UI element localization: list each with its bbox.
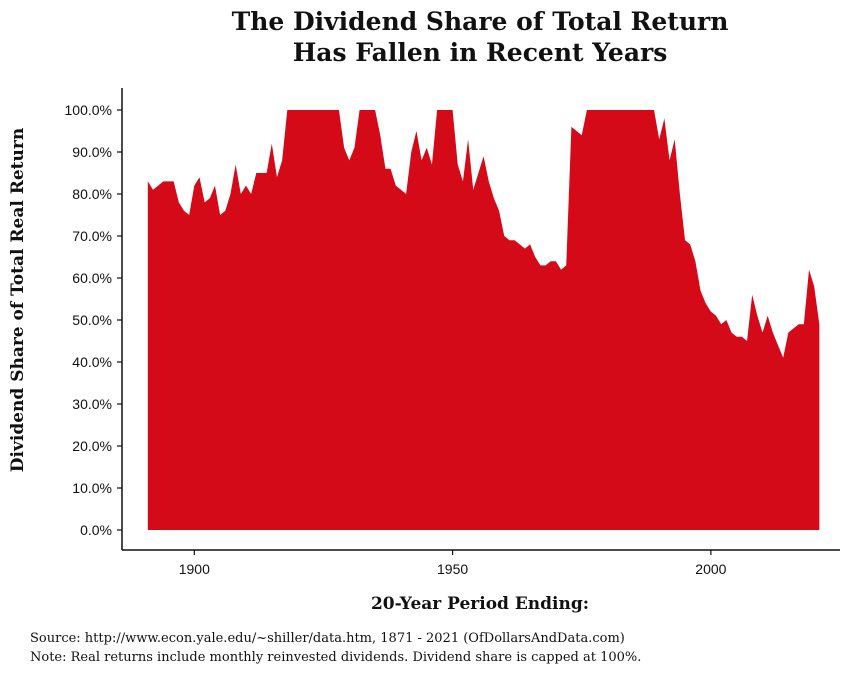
dividend-share-area	[147, 110, 820, 530]
y-tick-label: 20.0%	[72, 438, 112, 454]
x-tick-label: 2000	[695, 561, 726, 577]
y-tick-label: 100.0%	[65, 102, 112, 118]
x-axis-label: 20-Year Period Ending:	[370, 594, 590, 614]
chart-title-line-1: The Dividend Share of Total Return	[231, 7, 729, 36]
y-tick-label: 60.0%	[72, 270, 112, 286]
y-tick-label: 50.0%	[72, 312, 112, 328]
y-tick-label: 10.0%	[72, 480, 112, 496]
area-layer	[147, 110, 820, 530]
y-tick-label: 70.0%	[72, 228, 112, 244]
x-tick-label: 1950	[437, 561, 468, 577]
y-ticks: 0.0% 10.0% 20.0% 30.0% 40.0% 50.0% 60.0% 70.0% 8…	[65, 102, 122, 538]
chart-title-line-2: Has Fallen in Recent Years	[292, 38, 668, 67]
y-tick-label: 40.0%	[72, 354, 112, 370]
x-tick-label: 1900	[179, 561, 210, 577]
chart-title: The Dividend Share of Total Return Has F…	[120, 6, 840, 68]
x-ticks: 1900 1950 2000	[179, 550, 727, 577]
y-tick-label: 30.0%	[72, 396, 112, 412]
y-tick-label: 0.0%	[80, 522, 112, 538]
source-note: Source: http://www.econ.yale.edu/~shille…	[30, 631, 625, 646]
y-tick-label: 90.0%	[72, 144, 112, 160]
y-tick-label: 80.0%	[72, 186, 112, 202]
footnote: Note: Real returns include monthly reinv…	[30, 650, 642, 665]
